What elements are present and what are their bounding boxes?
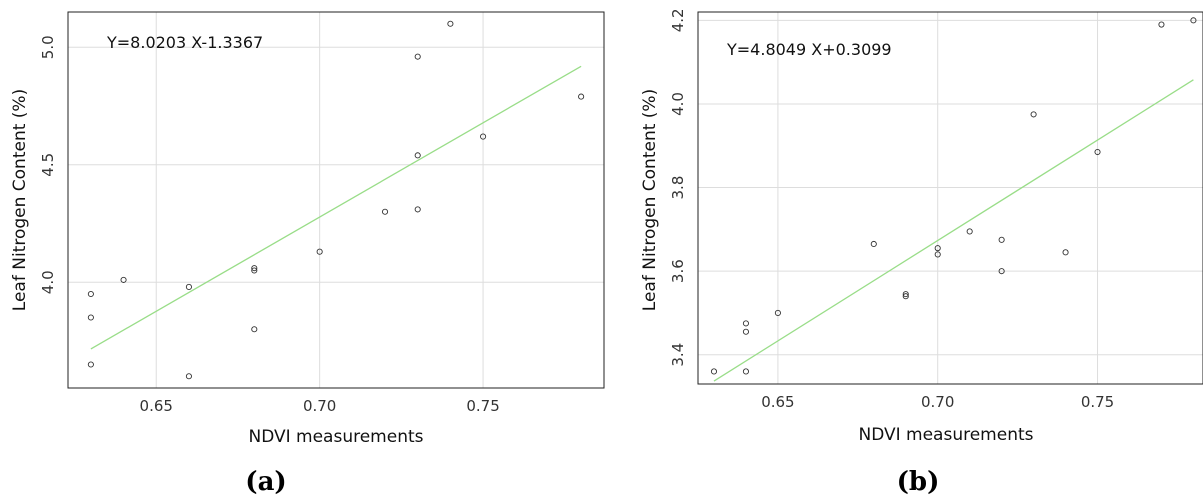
data-point: [87, 314, 94, 321]
data-point: [902, 293, 909, 300]
data-point: [742, 320, 749, 327]
y-tick-labels-a: 4.0 4.5 5.0: [39, 35, 57, 294]
data-points-b: [710, 17, 1197, 375]
y-tick-label: 3.8: [669, 176, 687, 200]
plot-frame-b: [697, 11, 1203, 385]
y-tick-label: 4.0: [669, 92, 687, 116]
x-tick-label: 0.75: [466, 397, 499, 415]
data-point: [998, 236, 1005, 243]
regression-line-b: [713, 79, 1194, 382]
data-point: [414, 206, 421, 213]
y-axis-title-b: Leaf Nitrogen Content (%): [640, 89, 660, 311]
data-point: [1094, 148, 1101, 156]
y-tick-label: 3.6: [669, 259, 687, 283]
data-point: [902, 291, 909, 298]
y-tick-label: 5.0: [39, 35, 57, 59]
data-point: [742, 328, 749, 335]
data-point: [1158, 21, 1165, 28]
data-point: [87, 290, 94, 298]
data-point: [1190, 17, 1197, 24]
grid-lines-a: [68, 12, 604, 388]
data-point: [251, 326, 258, 333]
data-point: [185, 373, 192, 380]
regression-equation-a: Y=8.0203 X-1.3367: [106, 33, 263, 52]
data-point: [87, 361, 94, 368]
data-point: [480, 133, 487, 140]
regression-equation-b: Y=4.8049 X+0.3099: [726, 40, 892, 59]
chart-panel-a: 4.0 4.5 5.0 0.65 0.70 0.75 Y=8.0203 X-1.3367…: [10, 11, 605, 497]
y-tick-label: 3.4: [669, 343, 687, 367]
data-point: [578, 93, 585, 100]
panel-label-b: (b): [897, 467, 940, 497]
chart-panel-b: 3.4 3.6 3.8 4.0 4.2 0.65 0.70 0.75 Y=4.8049 X+…: [640, 8, 1203, 497]
data-point: [251, 265, 258, 272]
data-point: [710, 368, 718, 375]
x-tick-labels-b: 0.65 0.70 0.75: [761, 393, 1114, 411]
y-tick-label: 4.2: [669, 8, 687, 32]
plot-frame-a: [67, 11, 605, 389]
data-point: [1030, 111, 1037, 118]
data-points-a: [87, 20, 585, 380]
data-point: [414, 53, 421, 60]
x-axis-title-a: NDVI measurements: [248, 427, 423, 447]
x-tick-label: 0.70: [921, 393, 954, 411]
regression-line-a: [90, 65, 582, 350]
x-tick-label: 0.65: [761, 393, 794, 411]
data-point: [251, 267, 258, 274]
x-tick-labels-a: 0.65 0.70 0.75: [140, 397, 500, 415]
data-point: [447, 20, 454, 27]
data-point: [966, 228, 973, 235]
data-point: [1062, 249, 1069, 256]
data-point: [742, 368, 749, 375]
x-tick-label: 0.70: [303, 397, 336, 415]
data-point: [870, 240, 877, 248]
y-tick-label: 4.5: [39, 153, 57, 177]
x-axis-title-b: NDVI measurements: [858, 425, 1033, 445]
y-tick-label: 4.0: [39, 270, 57, 294]
data-point: [381, 208, 389, 215]
data-point: [774, 309, 781, 316]
data-point: [185, 283, 192, 291]
data-point: [934, 251, 941, 258]
y-tick-labels-b: 3.4 3.6 3.8 4.0 4.2: [669, 8, 687, 366]
panel-label-a: (a): [245, 467, 286, 497]
data-point: [120, 276, 127, 283]
data-point: [934, 245, 941, 252]
data-point: [316, 248, 323, 255]
grid-lines-b: [698, 12, 1203, 384]
y-axis-title-a: Leaf Nitrogen Content (%): [10, 89, 30, 311]
data-point: [414, 152, 421, 159]
data-point: [998, 268, 1005, 275]
x-tick-label: 0.65: [140, 397, 173, 415]
x-tick-label: 0.75: [1081, 393, 1114, 411]
